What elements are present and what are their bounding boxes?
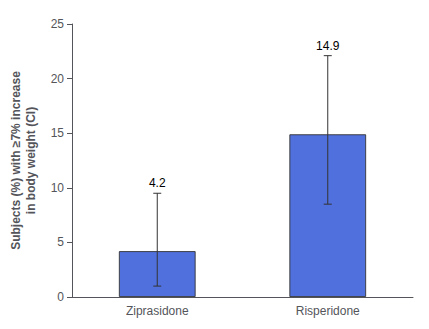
svg-text:15: 15 (51, 126, 65, 140)
svg-text:Risperidone: Risperidone (296, 304, 360, 318)
svg-text:0: 0 (57, 290, 64, 304)
svg-text:4.2: 4.2 (149, 176, 166, 190)
svg-text:Ziprasidone: Ziprasidone (126, 304, 189, 318)
svg-text:10: 10 (51, 181, 65, 195)
svg-text:Subjects (%) with ≥7% increase: Subjects (%) with ≥7% increase (9, 71, 23, 250)
svg-text:20: 20 (51, 72, 65, 86)
svg-text:5: 5 (57, 235, 64, 249)
svg-text:14.9: 14.9 (316, 39, 340, 53)
svg-text:25: 25 (51, 17, 65, 31)
svg-text:in body weight (CI): in body weight (CI) (24, 107, 38, 214)
